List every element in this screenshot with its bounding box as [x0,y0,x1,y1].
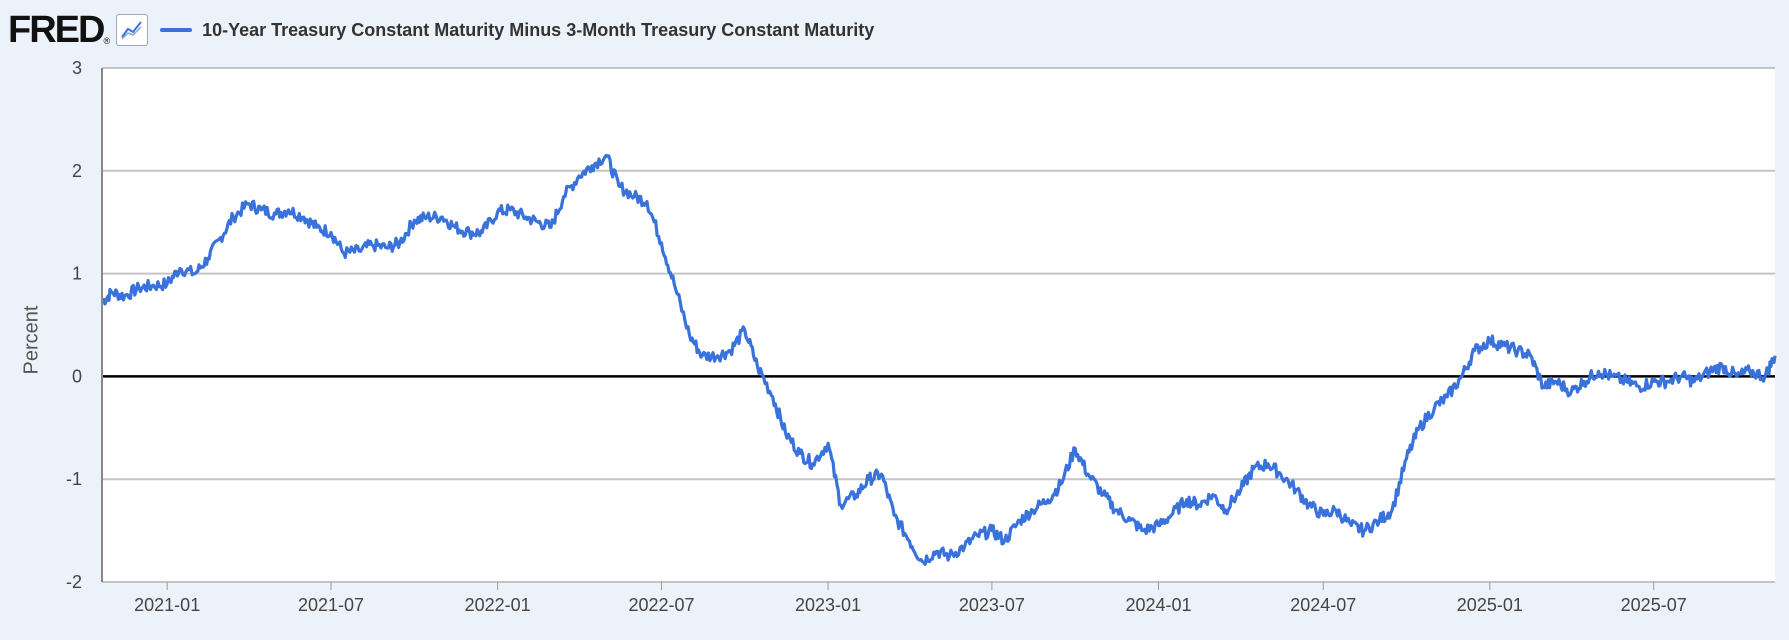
chart-header: FRED ® 10-Year Treasury Constant Maturit… [8,8,874,52]
legend-swatch [160,28,193,32]
y-tick-label: 0 [72,366,82,386]
x-tick-label: 2025-01 [1457,595,1523,615]
line-graph-icon[interactable] [116,14,149,46]
y-tick-label: 1 [72,264,82,284]
y-axis-label: Percent [20,305,43,375]
x-tick-label: 2024-07 [1290,595,1356,615]
x-tick-label: 2023-07 [959,595,1025,615]
x-tick-label: 2024-01 [1125,595,1191,615]
plot-background [102,68,1775,582]
legend-label[interactable]: 10-Year Treasury Constant Maturity Minus… [202,19,875,40]
x-tick-label: 2023-01 [795,595,861,615]
x-tick-label: 2022-07 [628,595,694,615]
series-line[interactable] [100,153,1777,566]
grid-lines [102,67,1775,583]
registered-mark: ® [103,36,111,46]
y-tick-label: -2 [66,572,82,592]
y-tick-label: 3 [72,58,82,78]
y-axis-ticks: 3 2 1 0 -1 -2 [66,58,82,592]
x-tick-label: 2021-01 [134,595,200,615]
fred-logo[interactable]: FRED [8,9,105,51]
y-tick-label: 2 [72,161,82,181]
x-axis-ticks: 2021-01 2021-07 2022-01 2022-07 2023-01 2023-… [134,582,1687,615]
x-tick-label: 2022-01 [465,595,531,615]
y-tick-label: -1 [66,469,82,489]
x-tick-label: 2025-07 [1621,595,1687,615]
x-tick-label: 2021-07 [298,595,364,615]
